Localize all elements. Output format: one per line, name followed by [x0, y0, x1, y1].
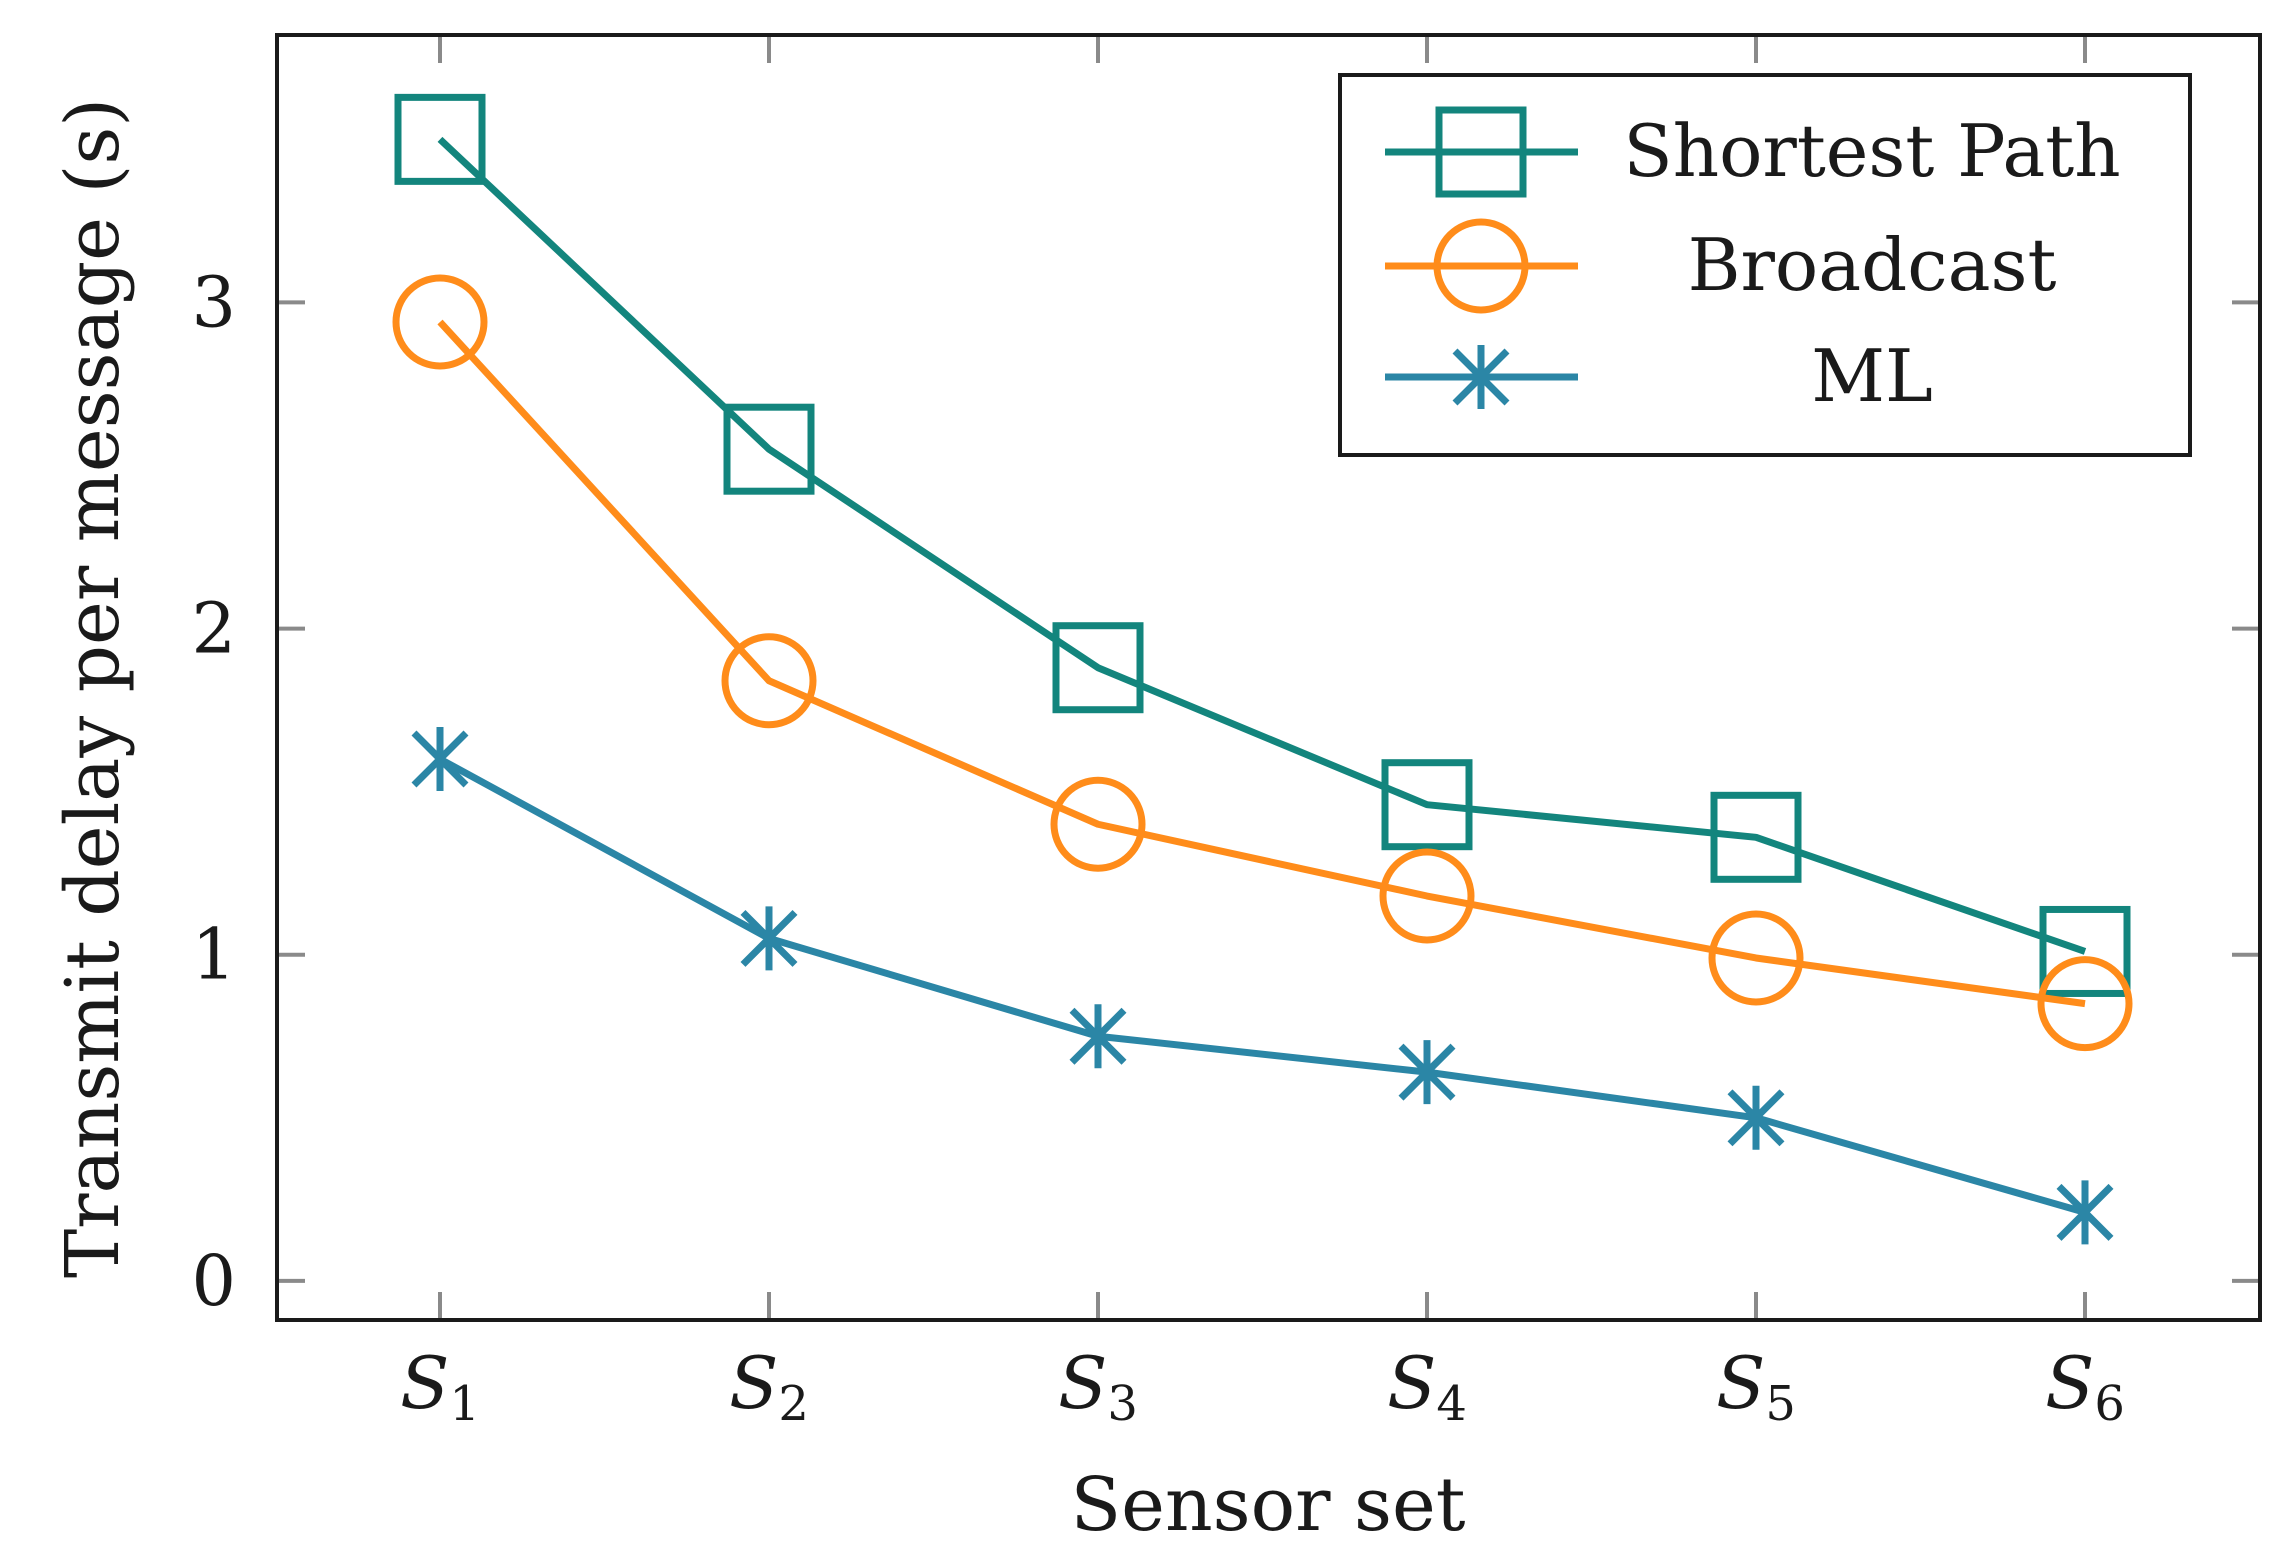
axis-ticks	[277, 35, 2260, 1320]
data-point-ml	[740, 906, 798, 971]
legend-marker-broadcast	[1433, 218, 1529, 314]
data-point-ml	[411, 727, 469, 792]
data-point-broadcast	[1050, 776, 1146, 872]
y-tick-label: 2	[191, 588, 236, 670]
series-ml	[411, 727, 2114, 1245]
series-line-shortest-path	[437, 136, 2087, 955]
data-point-broadcast	[1708, 910, 1804, 1006]
data-point-broadcast	[721, 633, 817, 729]
legend-entry-ml: ML	[1385, 334, 1933, 418]
y-axis-title: Transmit delay per message (s)	[50, 98, 136, 1278]
x-tick-label: S4	[1387, 1341, 1467, 1432]
legend-marker-shortest-path	[1435, 106, 1527, 198]
data-point-broadcast	[392, 274, 488, 370]
x-tick-label: S2	[729, 1341, 809, 1432]
legend: Shortest Path Broadcast ML	[1338, 73, 2192, 457]
legend-marker-ml	[1452, 345, 1510, 409]
series-shortest-path	[394, 93, 2131, 997]
data-point-shortest-path	[2039, 905, 2131, 997]
legend-label-broadcast: Broadcast	[1688, 223, 2057, 307]
legend-entry-shortest-path: Shortest Path	[1385, 106, 2121, 198]
data-point-ml	[1727, 1085, 1785, 1150]
data-point-ml	[1398, 1040, 1456, 1105]
legend-label-ml: ML	[1811, 334, 1933, 418]
y-tick-label: 3	[191, 261, 236, 343]
y-tick-label: 1	[191, 914, 236, 996]
series-line-broadcast	[437, 319, 2086, 1008]
series-broadcast	[392, 274, 2133, 1052]
x-axis-title: Sensor set	[1070, 1462, 1465, 1548]
data-point-ml	[2056, 1180, 2114, 1245]
x-tick-label: S6	[2045, 1341, 2125, 1432]
x-tick-label: S1	[400, 1341, 480, 1432]
data-point-shortest-path	[1052, 622, 1144, 714]
series-line-ml	[438, 755, 2086, 1216]
y-tick-label: 0	[191, 1240, 236, 1322]
x-tick-label: S3	[1058, 1341, 1138, 1432]
data-point-broadcast	[1379, 848, 1475, 944]
data-point-broadcast	[2037, 956, 2133, 1052]
series-layer	[392, 93, 2133, 1245]
legend-label-shortest-path: Shortest Path	[1623, 109, 2120, 193]
data-point-shortest-path	[394, 93, 486, 185]
data-point-ml	[1069, 1004, 1127, 1069]
data-point-shortest-path	[1381, 759, 1473, 851]
plot-frame	[275, 33, 2262, 1322]
legend-entry-broadcast: Broadcast	[1385, 218, 2057, 314]
x-tick-label: S5	[1716, 1341, 1796, 1432]
data-point-shortest-path	[723, 403, 815, 495]
tick-labels: 0 1 2 3 S1 S2 S3 S4 S5 S6	[191, 261, 2124, 1432]
data-point-shortest-path	[1710, 791, 1802, 883]
